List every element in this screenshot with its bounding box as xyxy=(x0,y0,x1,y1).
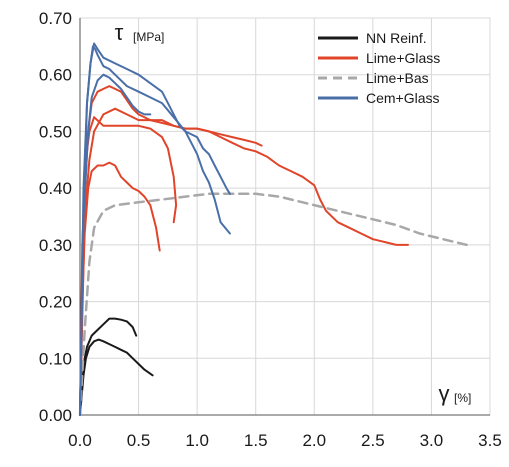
x-axis-unit: [%] xyxy=(454,391,471,405)
y-tick-label: 0.50 xyxy=(39,122,72,141)
x-tick-label: 0.0 xyxy=(68,431,92,450)
legend-label-nn-reinf: NN Reinf. xyxy=(366,30,427,46)
series-line-cem-glass xyxy=(79,42,231,416)
y-axis-unit: [MPa] xyxy=(133,30,164,44)
legend-label-lime-bas: Lime+Bas xyxy=(366,70,429,86)
legend-label-lime-glass: Lime+Glass xyxy=(366,50,440,66)
legend: NN Reinf. Lime+Glass Lime+Bas Cem+Glass xyxy=(318,30,440,106)
y-tick-label: 0.10 xyxy=(39,349,72,368)
y-tick-label: 0.70 xyxy=(39,9,72,28)
series-line-cem-glass xyxy=(79,73,152,416)
series-line-lime-glass xyxy=(79,107,409,416)
y-axis-symbol: τ xyxy=(115,20,124,45)
gridlines xyxy=(80,17,491,415)
x-tick-label: 1.0 xyxy=(185,431,209,450)
plot-background xyxy=(79,17,491,416)
y-axis-title: τ [MPa] xyxy=(115,20,165,45)
y-tick-label: 0.40 xyxy=(39,179,72,198)
axes: 0.0 0.5 1.0 1.5 2.0 2.5 3.0 3.5 0.00 0.10 0.20 0.30… xyxy=(39,9,502,450)
y-tick-label: 0.60 xyxy=(39,66,72,85)
series-line-nn-reinf xyxy=(79,338,154,416)
x-tick-label: 0.5 xyxy=(127,431,151,450)
y-tick-label: 0.00 xyxy=(39,406,72,425)
y-tick-label: 0.30 xyxy=(39,236,72,255)
x-axis-title: γ [%] xyxy=(439,381,472,406)
series-line-lime-glass xyxy=(79,161,161,416)
y-tick-label: 0.20 xyxy=(39,293,72,312)
series-line-lime-bas xyxy=(78,192,468,417)
x-tick-label: 3.5 xyxy=(478,431,502,450)
x-tick-label: 2.0 xyxy=(302,431,326,450)
x-tick-label: 2.5 xyxy=(361,431,385,450)
legend-label-cem-glass: Cem+Glass xyxy=(366,90,440,106)
series-line-lime-glass xyxy=(79,85,263,416)
x-tick-label: 3.0 xyxy=(420,431,444,450)
series-line-nn-reinf xyxy=(79,317,138,416)
x-tick-label: 1.5 xyxy=(244,431,268,450)
x-axis-symbol: γ xyxy=(439,381,450,406)
data-series xyxy=(78,42,468,417)
